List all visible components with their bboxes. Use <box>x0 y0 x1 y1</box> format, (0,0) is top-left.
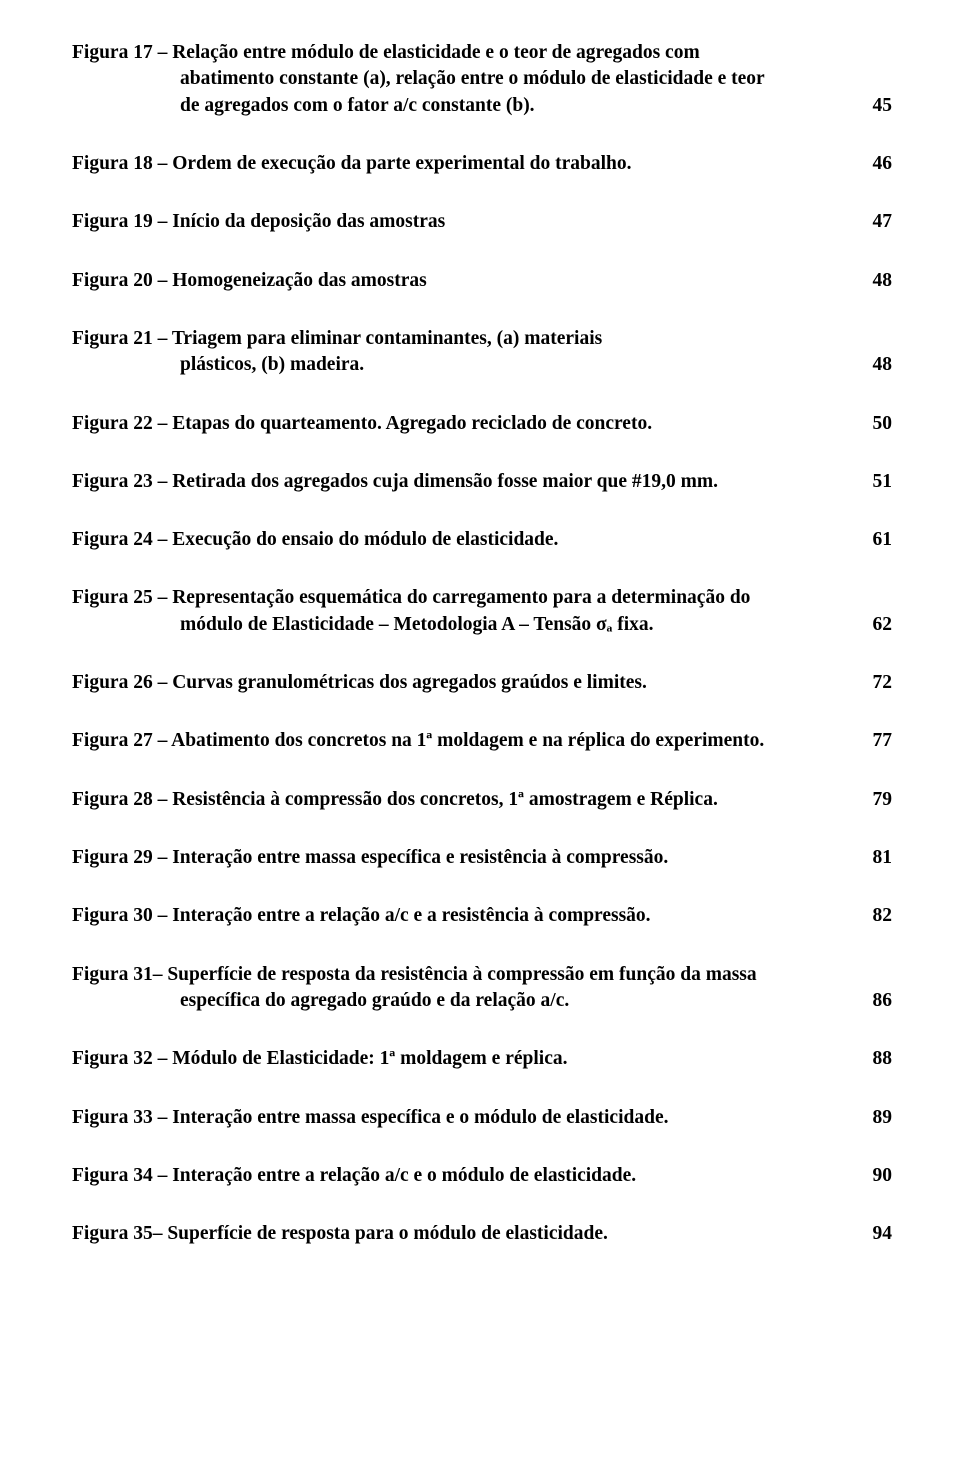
figure-caption: Figura 33 – Interação entre massa especí… <box>72 1105 862 1131</box>
list-item: Figura 27 – Abatimento dos concretos na … <box>72 728 892 754</box>
page-number: 88 <box>862 1046 892 1072</box>
page-number: 86 <box>862 988 892 1014</box>
figure-caption: Figura 25 – Representação esquemática do… <box>72 585 862 638</box>
list-item: Figura 33 – Interação entre massa especí… <box>72 1105 892 1131</box>
page-number: 79 <box>862 787 892 813</box>
figure-caption: Figura 35– Superfície de resposta para o… <box>72 1221 862 1247</box>
caption-line: Figura 21 – Triagem para eliminar contam… <box>72 328 602 349</box>
caption-line: abatimento constante (a), relação entre … <box>72 66 854 92</box>
caption-line: módulo de Elasticidade – Metodologia A –… <box>72 612 854 638</box>
page-number: 48 <box>862 352 892 378</box>
page-number: 82 <box>862 903 892 929</box>
list-item: Figura 34 – Interação entre a relação a/… <box>72 1163 892 1189</box>
caption-line: Figura 17 – Relação entre módulo de elas… <box>72 42 700 63</box>
list-item: Figura 32 – Módulo de Elasticidade: 1ª m… <box>72 1046 892 1072</box>
figure-caption: Figura 27 – Abatimento dos concretos na … <box>72 728 862 754</box>
page-number: 89 <box>862 1105 892 1131</box>
list-item: Figura 24 – Execução do ensaio do módulo… <box>72 527 892 553</box>
list-item: Figura 22 – Etapas do quarteamento. Agre… <box>72 411 892 437</box>
list-item: Figura 23 – Retirada dos agregados cuja … <box>72 469 892 495</box>
caption-line: específica do agregado graúdo e da relaç… <box>72 988 854 1014</box>
list-item: Figura 21 – Triagem para eliminar contam… <box>72 326 892 379</box>
page-container: Figura 17 – Relação entre módulo de elas… <box>0 0 960 1320</box>
page-number: 46 <box>862 151 892 177</box>
figure-caption: Figura 19 – Início da deposição das amos… <box>72 209 862 235</box>
page-number: 47 <box>862 209 892 235</box>
figure-caption: Figura 21 – Triagem para eliminar contam… <box>72 326 862 379</box>
list-item: Figura 28 – Resistência à compressão dos… <box>72 787 892 813</box>
list-item: Figura 30 – Interação entre a relação a/… <box>72 903 892 929</box>
figure-caption: Figura 26 – Curvas granulométricas dos a… <box>72 670 862 696</box>
figure-caption: Figura 22 – Etapas do quarteamento. Agre… <box>72 411 862 437</box>
figure-caption: Figura 34 – Interação entre a relação a/… <box>72 1163 862 1189</box>
page-number: 48 <box>862 268 892 294</box>
figure-caption: Figura 29 – Interação entre massa especí… <box>72 845 862 871</box>
figure-caption: Figura 31– Superfície de resposta da res… <box>72 962 862 1015</box>
list-item: Figura 18 – Ordem de execução da parte e… <box>72 151 892 177</box>
page-number: 51 <box>862 469 892 495</box>
list-item: Figura 25 – Representação esquemática do… <box>72 585 892 638</box>
caption-line: Figura 31– Superfície de resposta da res… <box>72 964 757 985</box>
figure-caption: Figura 23 – Retirada dos agregados cuja … <box>72 469 862 495</box>
page-number: 90 <box>862 1163 892 1189</box>
figure-caption: Figura 24 – Execução do ensaio do módulo… <box>72 527 862 553</box>
page-number: 94 <box>862 1221 892 1247</box>
list-item: Figura 35– Superfície de resposta para o… <box>72 1221 892 1247</box>
list-item: Figura 20 – Homogeneização das amostras … <box>72 268 892 294</box>
figure-caption: Figura 32 – Módulo de Elasticidade: 1ª m… <box>72 1046 862 1072</box>
page-number: 50 <box>862 411 892 437</box>
list-item: Figura 17 – Relação entre módulo de elas… <box>72 40 892 119</box>
page-number: 62 <box>862 612 892 638</box>
caption-line: de agregados com o fator a/c constante (… <box>72 93 854 119</box>
list-item: Figura 31– Superfície de resposta da res… <box>72 962 892 1015</box>
figure-caption: Figura 28 – Resistência à compressão dos… <box>72 787 862 813</box>
caption-line: plásticos, (b) madeira. <box>72 352 854 378</box>
list-item: Figura 26 – Curvas granulométricas dos a… <box>72 670 892 696</box>
figure-caption: Figura 20 – Homogeneização das amostras <box>72 268 862 294</box>
list-item: Figura 29 – Interação entre massa especí… <box>72 845 892 871</box>
figure-caption: Figura 17 – Relação entre módulo de elas… <box>72 40 862 119</box>
page-number: 61 <box>862 527 892 553</box>
page-number: 45 <box>862 93 892 119</box>
page-number: 72 <box>862 670 892 696</box>
page-number: 81 <box>862 845 892 871</box>
figure-caption: Figura 30 – Interação entre a relação a/… <box>72 903 862 929</box>
caption-line: Figura 25 – Representação esquemática do… <box>72 587 750 608</box>
list-item: Figura 19 – Início da deposição das amos… <box>72 209 892 235</box>
figure-caption: Figura 18 – Ordem de execução da parte e… <box>72 151 862 177</box>
page-number: 77 <box>862 728 892 754</box>
